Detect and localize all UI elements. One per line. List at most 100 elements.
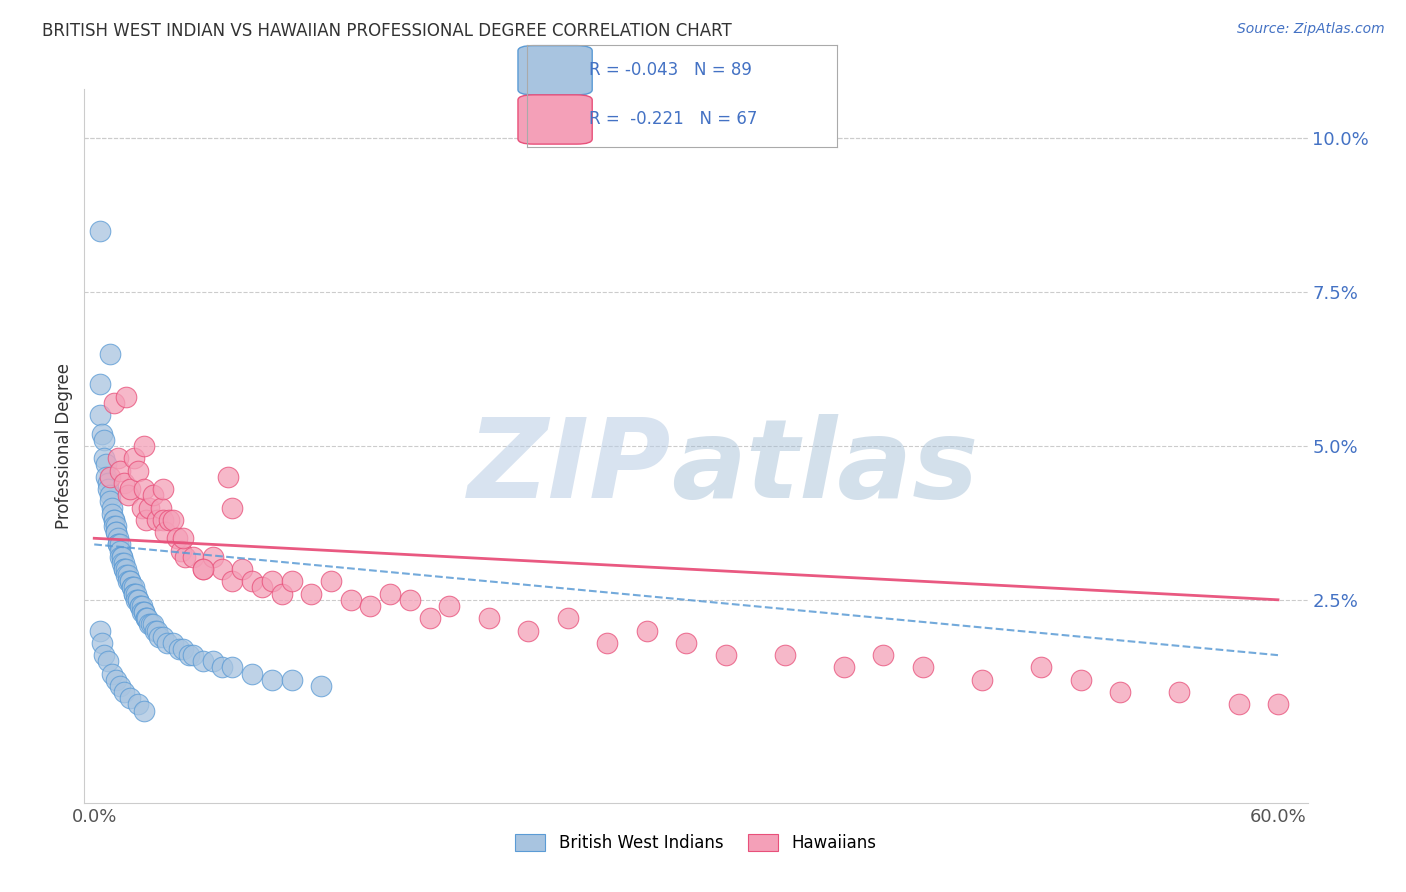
Point [157, 513, 180, 527]
Point [104, 525, 127, 540]
Point [132, 605, 155, 619]
Point [93, 451, 115, 466]
Point [517, 624, 540, 638]
Point [138, 500, 160, 515]
Point [111, 549, 134, 564]
Point [101, 500, 124, 515]
Point [132, 482, 155, 496]
Point [89, 224, 111, 238]
Point [142, 488, 165, 502]
Point [439, 599, 461, 613]
Text: ZIP: ZIP [468, 414, 672, 521]
Text: atlas: atlas [672, 414, 979, 521]
Point [112, 562, 135, 576]
Point [1070, 673, 1092, 687]
Point [319, 574, 342, 589]
Point [211, 660, 233, 674]
Point [98, 488, 121, 502]
Point [131, 605, 153, 619]
Point [107, 537, 129, 551]
Point [103, 513, 125, 527]
Point [270, 587, 292, 601]
Point [162, 513, 184, 527]
FancyBboxPatch shape [517, 45, 592, 95]
Point [280, 574, 302, 589]
Point [714, 648, 737, 662]
Text: R =  -0.221   N = 67: R = -0.221 N = 67 [589, 111, 758, 128]
Point [114, 562, 136, 576]
Text: R = -0.043   N = 89: R = -0.043 N = 89 [589, 62, 752, 79]
Point [211, 562, 233, 576]
Point [122, 581, 145, 595]
Point [103, 396, 125, 410]
Point [112, 685, 135, 699]
Point [89, 409, 111, 423]
Point [122, 587, 145, 601]
Point [177, 648, 200, 662]
Point [146, 513, 169, 527]
Point [128, 599, 150, 613]
Point [166, 531, 188, 545]
Point [201, 549, 224, 564]
Point [117, 574, 139, 589]
Point [111, 549, 134, 564]
Point [118, 574, 141, 589]
Point [174, 549, 197, 564]
Point [118, 574, 141, 589]
Point [142, 617, 165, 632]
Point [98, 494, 121, 508]
Point [108, 549, 131, 564]
Point [93, 433, 115, 447]
Y-axis label: Professional Degree: Professional Degree [55, 363, 73, 529]
Point [121, 581, 143, 595]
Point [89, 377, 111, 392]
Point [872, 648, 894, 662]
Point [98, 469, 121, 483]
Point [280, 673, 302, 687]
Point [97, 482, 120, 496]
Point [94, 469, 117, 483]
Point [240, 574, 263, 589]
Point [128, 599, 150, 613]
Point [108, 537, 131, 551]
Legend: British West Indians, Hawaiians: British West Indians, Hawaiians [509, 827, 883, 859]
Point [135, 611, 157, 625]
Point [250, 581, 273, 595]
Point [181, 648, 204, 662]
Point [152, 482, 174, 496]
Point [101, 507, 124, 521]
Point [122, 451, 145, 466]
Point [127, 592, 149, 607]
Point [127, 592, 149, 607]
Point [124, 592, 146, 607]
Point [240, 666, 263, 681]
Point [162, 636, 184, 650]
Point [191, 562, 214, 576]
Point [156, 636, 179, 650]
Point [89, 624, 111, 638]
Point [108, 543, 131, 558]
Point [132, 439, 155, 453]
Point [118, 691, 141, 706]
Point [104, 673, 127, 687]
Point [118, 482, 141, 496]
Point [1031, 660, 1053, 674]
Point [231, 562, 253, 576]
Point [167, 642, 190, 657]
Point [221, 660, 243, 674]
Point [172, 531, 194, 545]
Point [117, 488, 139, 502]
Point [103, 513, 125, 527]
Point [145, 624, 167, 638]
Point [1109, 685, 1132, 699]
Point [111, 556, 134, 570]
Point [114, 390, 136, 404]
Point [114, 568, 136, 582]
Point [970, 673, 993, 687]
Point [359, 599, 381, 613]
Point [191, 654, 214, 668]
Point [181, 549, 204, 564]
Point [131, 500, 153, 515]
Point [152, 513, 174, 527]
Point [155, 525, 177, 540]
